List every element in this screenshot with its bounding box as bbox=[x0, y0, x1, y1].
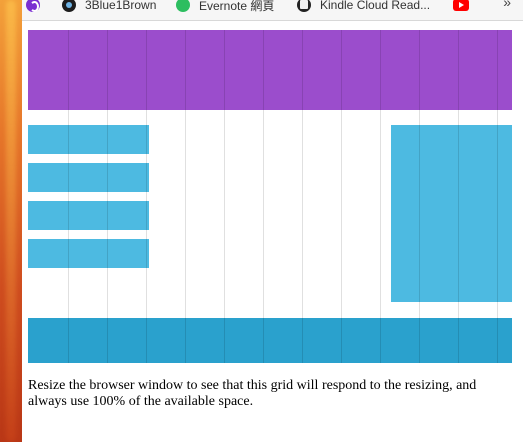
purple-logo-icon bbox=[26, 0, 40, 12]
bookmark-item-kindle[interactable]: Kindle Cloud Read... bbox=[297, 0, 430, 15]
desktop-wallpaper bbox=[0, 0, 22, 442]
kindle-icon bbox=[297, 0, 311, 12]
bookmarks-overflow-button[interactable]: » bbox=[503, 0, 511, 10]
grid-footer-block bbox=[28, 318, 512, 363]
bookmarks-bar: 3Blue1Brown Evernote 網頁 Kindle Cloud Rea… bbox=[22, 0, 523, 21]
bookmark-item-youtube[interactable] bbox=[453, 0, 478, 15]
bookmark-item-evernote[interactable]: Evernote 網頁 bbox=[176, 0, 274, 15]
3blue1brown-icon bbox=[62, 0, 76, 12]
bookmark-label: Evernote 網頁 bbox=[199, 0, 275, 13]
grid-description-text: Resize the browser window to see that th… bbox=[28, 378, 477, 409]
bookmark-item-3blue1brown[interactable]: 3Blue1Brown bbox=[62, 0, 156, 15]
grid-nav-item bbox=[28, 125, 149, 154]
grid-header-block bbox=[28, 30, 512, 110]
evernote-icon bbox=[176, 0, 190, 12]
browser-window: 3Blue1Brown Evernote 網頁 Kindle Cloud Rea… bbox=[22, 0, 523, 442]
grid-aside-block bbox=[391, 125, 512, 302]
bookmark-label: 3Blue1Brown bbox=[85, 0, 157, 12]
bookmark-label: Kindle Cloud Read... bbox=[320, 0, 431, 12]
youtube-icon bbox=[453, 0, 469, 11]
page-content: Resize the browser window to see that th… bbox=[28, 30, 512, 430]
grid-nav-item bbox=[28, 201, 149, 230]
grid-nav-item bbox=[28, 163, 149, 192]
bookmark-item-purple[interactable] bbox=[26, 0, 49, 15]
grid-nav-item bbox=[28, 239, 149, 268]
